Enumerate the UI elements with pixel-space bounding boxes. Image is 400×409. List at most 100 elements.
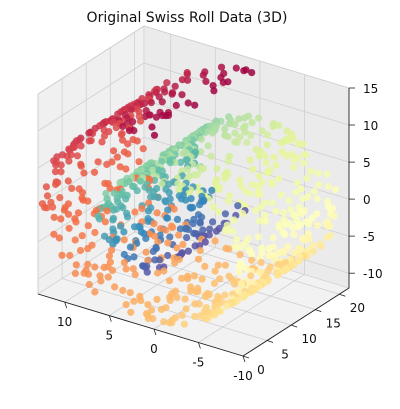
data-point bbox=[78, 189, 87, 197]
data-point bbox=[42, 183, 51, 191]
data-point bbox=[275, 175, 283, 183]
data-point bbox=[231, 129, 239, 137]
grid-line-y-floor bbox=[86, 262, 292, 326]
data-point bbox=[119, 204, 127, 212]
data-point bbox=[324, 203, 332, 211]
data-point bbox=[142, 248, 150, 256]
x-tick-mark bbox=[242, 355, 246, 363]
data-point bbox=[281, 221, 289, 229]
data-point bbox=[141, 113, 149, 121]
data-point bbox=[224, 197, 232, 205]
data-point bbox=[221, 125, 229, 133]
data-point bbox=[91, 263, 99, 271]
data-point bbox=[148, 306, 156, 314]
data-point bbox=[298, 210, 306, 218]
data-point bbox=[184, 165, 192, 173]
data-point bbox=[256, 191, 264, 199]
data-point bbox=[136, 177, 144, 185]
data-point bbox=[233, 235, 241, 244]
data-point bbox=[254, 233, 263, 241]
data-point bbox=[213, 165, 221, 173]
data-point bbox=[65, 224, 73, 232]
data-point bbox=[169, 223, 177, 231]
data-point bbox=[116, 180, 124, 188]
data-point bbox=[197, 135, 205, 143]
data-point bbox=[80, 169, 88, 177]
data-point bbox=[156, 225, 165, 233]
data-point bbox=[324, 182, 332, 191]
data-point bbox=[240, 67, 248, 75]
data-point bbox=[221, 227, 229, 235]
data-point bbox=[77, 162, 85, 170]
data-point bbox=[85, 129, 93, 137]
z-tick-label: -10 bbox=[363, 267, 383, 281]
data-point bbox=[56, 194, 64, 202]
data-point bbox=[91, 228, 99, 237]
data-point bbox=[106, 184, 114, 192]
data-point bbox=[179, 240, 187, 248]
grid-line-z-left bbox=[37, 62, 145, 132]
data-point bbox=[187, 204, 195, 212]
data-point bbox=[94, 158, 102, 166]
data-point bbox=[215, 185, 223, 193]
data-point bbox=[129, 118, 137, 126]
data-point bbox=[157, 305, 165, 313]
x-tick-label: 10 bbox=[57, 315, 72, 329]
data-point bbox=[162, 198, 170, 206]
data-point bbox=[191, 101, 199, 109]
grid-line-x-floor bbox=[198, 274, 305, 343]
data-point bbox=[178, 311, 186, 319]
data-point bbox=[160, 318, 168, 326]
data-point bbox=[202, 315, 210, 323]
data-point bbox=[144, 257, 152, 265]
data-point bbox=[313, 221, 322, 229]
data-point bbox=[290, 156, 298, 164]
data-point bbox=[163, 79, 171, 87]
z-tick-label: 0 bbox=[363, 193, 371, 207]
data-point bbox=[147, 193, 155, 201]
data-point bbox=[239, 209, 247, 218]
data-point bbox=[100, 263, 108, 271]
data-point bbox=[178, 76, 186, 84]
data-point bbox=[153, 209, 161, 217]
data-point bbox=[235, 269, 243, 277]
data-point bbox=[50, 213, 58, 221]
data-point bbox=[248, 118, 256, 127]
data-point bbox=[264, 131, 272, 139]
data-point bbox=[122, 195, 130, 203]
data-point bbox=[204, 142, 212, 150]
data-point bbox=[268, 199, 276, 207]
data-point bbox=[294, 140, 303, 148]
data-point bbox=[263, 168, 272, 176]
data-point bbox=[284, 243, 292, 251]
data-point bbox=[262, 159, 270, 167]
data-point bbox=[163, 214, 171, 222]
data-point bbox=[241, 128, 249, 136]
grid-line-y-floor bbox=[110, 247, 316, 310]
data-point bbox=[269, 123, 277, 131]
data-point bbox=[309, 242, 317, 250]
data-point bbox=[299, 195, 307, 203]
y-tick-mark bbox=[339, 293, 346, 297]
data-point bbox=[139, 145, 147, 153]
data-point bbox=[235, 115, 243, 123]
data-point bbox=[181, 225, 190, 233]
data-point bbox=[317, 242, 325, 250]
data-point bbox=[135, 158, 143, 166]
grid-line-z-back bbox=[143, 62, 350, 126]
data-point bbox=[166, 233, 174, 241]
data-point bbox=[255, 114, 263, 122]
data-point bbox=[52, 180, 60, 189]
data-point bbox=[84, 260, 92, 268]
data-point bbox=[255, 152, 263, 160]
y-tick-label: 20 bbox=[350, 301, 365, 315]
data-point bbox=[117, 131, 125, 139]
x-tick-mark bbox=[153, 328, 157, 336]
data-point bbox=[182, 305, 190, 313]
data-point bbox=[133, 187, 141, 195]
data-point bbox=[179, 149, 187, 157]
data-point bbox=[323, 233, 331, 242]
data-point bbox=[199, 226, 207, 234]
data-point bbox=[245, 189, 254, 197]
data-point bbox=[297, 185, 305, 193]
